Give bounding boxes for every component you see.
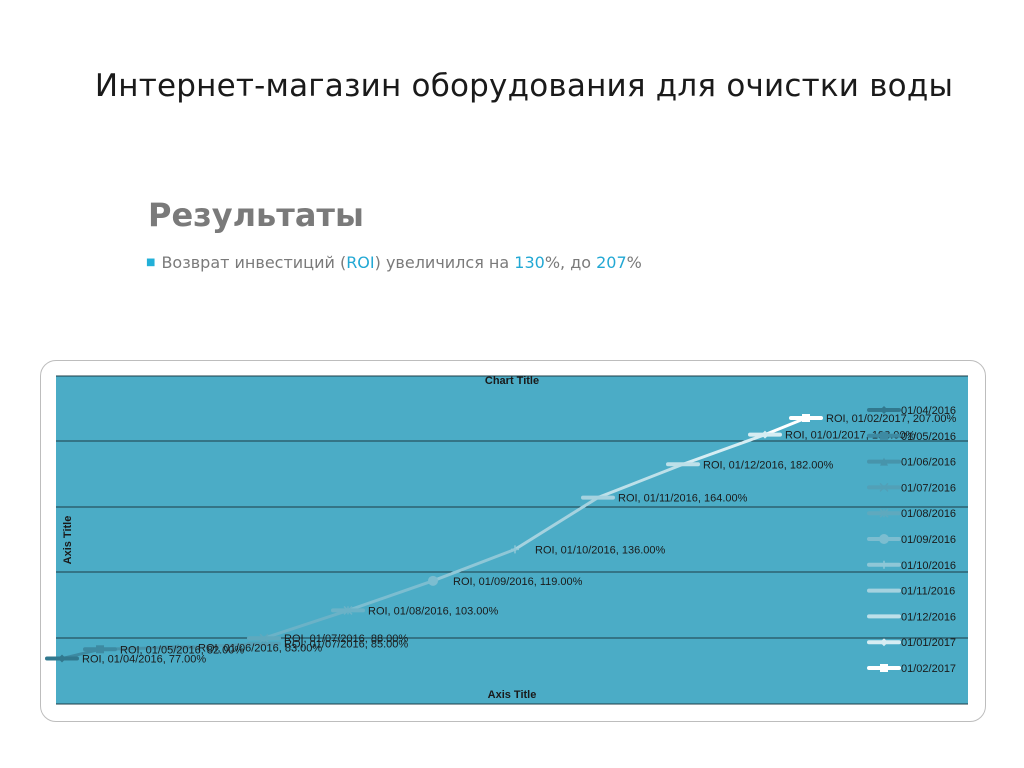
slide-title: Интернет-магазин оборудования для очистк… [94,68,954,104]
gridlines [56,375,968,705]
legend-label: 01/04/2016 [901,405,956,417]
legend-marker [867,534,901,544]
data-point-marker [428,575,438,586]
legend-marker [867,614,901,619]
chart-background [56,376,968,704]
data-label: ROI, 01/10/2016, 136.00% [535,544,665,556]
y-axis-title: Axis Title [62,516,74,565]
bullet-point: ■ Возврат инвестиций (ROI) увеличился на … [146,253,642,272]
legend-marker [867,406,901,414]
data-label: ROI, 01/11/2016, 164.00% [618,493,748,505]
data-point-marker [331,605,365,615]
data-markers [45,414,823,663]
roi-abbreviation: ROI [346,253,375,272]
data-label: ROI, 01/05/2016, 82.00% [120,644,244,656]
legend: 01/04/2016 01/05/2016 01/06/2016 01/07/2016… [867,405,956,675]
data-label: ROI, 01/09/2016, 119.00% [453,576,583,588]
bullet-text-3: %, до [544,253,597,272]
series-segment [681,433,767,466]
legend-label: 01/01/2017 [901,637,956,649]
data-point-marker [247,633,281,643]
x-axis-title: Axis Title [488,689,537,701]
legend-item: 01/07/2016 [867,482,956,494]
legend-marker [867,457,901,466]
section-heading: Результаты [148,196,364,234]
data-label: ROI, 01/12/2016, 182.00% [703,459,833,471]
legend-item: 01/10/2016 [867,560,956,572]
data-label: ROI, 01/06/2016, 83.00% [198,642,322,654]
legend-label: 01/05/2016 [901,431,956,443]
data-point-marker [161,643,195,652]
legend-item: 01/02/2017 [867,663,956,675]
data-point-marker [511,545,519,554]
data-point-marker [748,430,782,439]
legend-item: 01/12/2016 [867,611,956,623]
series-segment [346,579,435,612]
square-bullet-icon: ■ [146,257,156,268]
bullet-text-2: ) увеличился на [374,253,515,272]
data-label: ROI, 01/02/2017, 207.00% [826,413,956,425]
data-point-marker [581,495,615,500]
legend-marker [867,664,901,672]
series-segment [513,496,600,551]
legend-label: 01/06/2016 [901,457,956,469]
legend-item: 01/05/2016 [867,431,956,443]
final-value: 207 [596,253,627,272]
legend-label: 01/10/2016 [901,560,956,572]
legend-label: 01/07/2016 [901,482,956,494]
series-segment [431,547,517,583]
legend-marker [867,638,901,647]
legend-item: 01/11/2016 [867,586,955,598]
data-point-marker [45,654,79,663]
increase-value: 130 [514,253,545,272]
series-segment [262,608,350,640]
legend-item: 01/08/2016 [867,508,956,520]
legend-label: 01/11/2016 [901,586,955,598]
legend-item: 01/04/2016 [867,405,956,417]
data-label: ROI, 01/07/2016, 85.00% [284,639,408,651]
chart-title: Chart Title [485,375,539,387]
data-point-marker [666,462,700,467]
data-label: ROI, 01/07/2016, 88.00% [284,633,408,645]
data-label: ROI, 01/04/2016, 77.00% [82,654,206,666]
data-labels: ROI, 01/04/2016, 77.00%ROI, 01/05/2016, … [82,413,956,666]
legend-marker [867,588,901,593]
legend-marker [867,431,901,440]
legend-marker [867,508,901,518]
legend-label: 01/02/2017 [901,663,956,675]
series-segment [763,416,808,437]
data-point-marker [83,645,117,654]
series-segment [596,462,685,500]
legend-label: 01/09/2016 [901,534,956,546]
bullet-text-1: Возврат инвестиций ( [161,253,347,272]
legend-marker [867,482,901,492]
legend-item: 01/01/2017 [867,637,956,649]
data-label: ROI, 01/08/2016, 103.00% [368,605,498,617]
legend-label: 01/08/2016 [901,508,956,520]
legend-label: 01/12/2016 [901,611,956,623]
bullet-text-4: % [626,253,642,272]
legend-item: 01/09/2016 [867,534,956,546]
data-point-marker [789,414,823,422]
legend-marker [867,560,901,569]
legend-item: 01/06/2016 [867,457,956,469]
